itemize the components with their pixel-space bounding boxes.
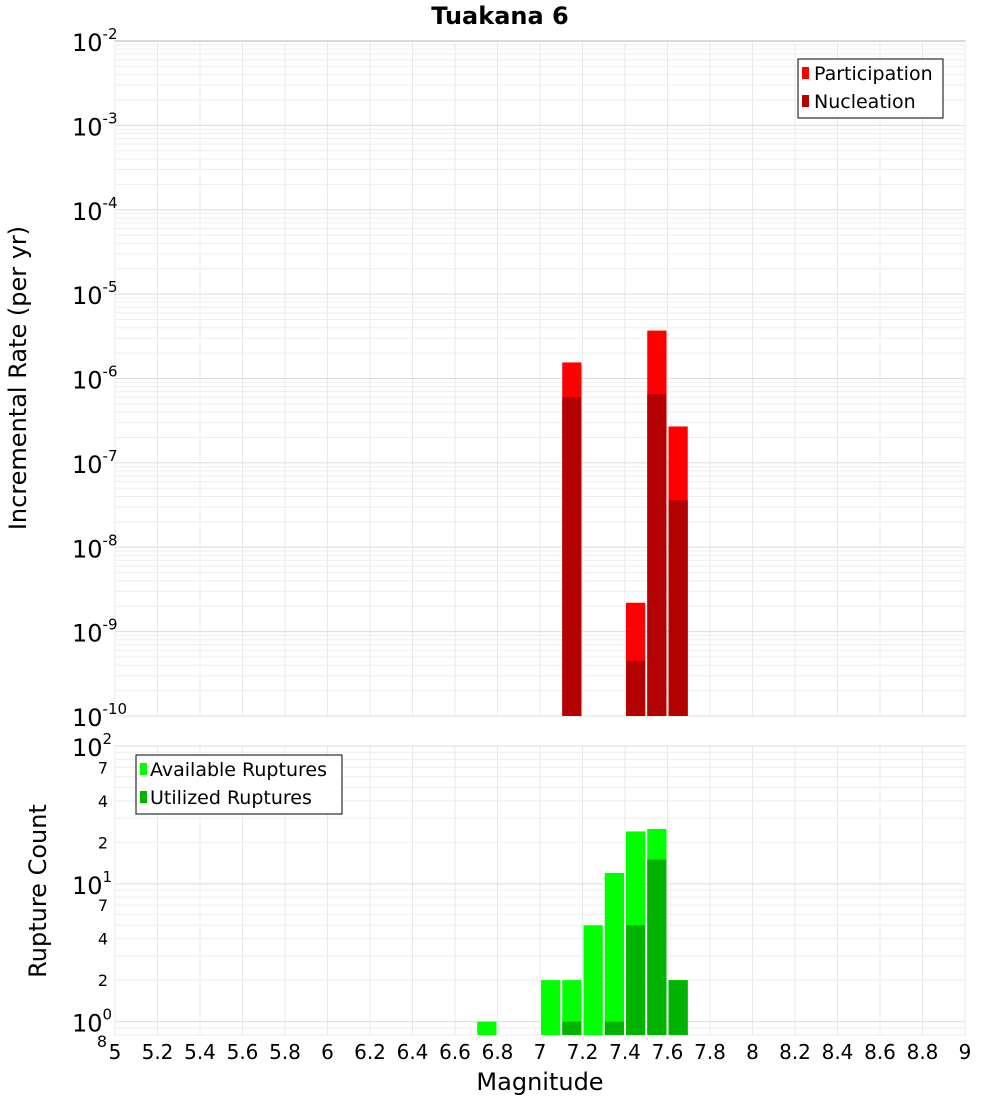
bottom-y-tick-exponent: 1	[103, 868, 113, 886]
x-tick-label: 7.6	[652, 1040, 684, 1064]
utilized-ruptures-bar	[604, 1021, 624, 1035]
bottom-legend: Available Ruptures Utilized Ruptures	[135, 754, 343, 815]
top-y-tick-label: 10-2	[72, 25, 118, 57]
utilized-ruptures-bar	[626, 925, 646, 1035]
x-tick-label: 5	[109, 1040, 122, 1064]
x-tick-label: 7.2	[567, 1040, 599, 1064]
x-tick-label: 8	[746, 1040, 759, 1064]
available-ruptures-bar	[583, 925, 603, 1035]
top-y-tick-label: 10-9	[72, 616, 118, 648]
x-tick-label: 5.8	[269, 1040, 301, 1064]
legend-label-participation: Participation	[814, 63, 933, 85]
x-tick-label: 8.6	[864, 1040, 896, 1064]
top-y-tick-label: 10-6	[72, 363, 118, 395]
bottom-y-axis-label: Rupture Count	[24, 804, 52, 978]
top-y-tick-exponent: -3	[103, 109, 118, 127]
legend-label-available: Available Ruptures	[150, 759, 327, 781]
top-y-axis-label: Incremental Rate (per yr)	[4, 226, 32, 530]
top-y-tick-exponent: -2	[103, 25, 118, 43]
utilized-ruptures-bar	[647, 859, 667, 1035]
bottom-y-minor-tick-label: 8	[97, 1032, 107, 1051]
top-legend-box	[797, 58, 944, 119]
top-grid	[114, 41, 966, 717]
top-y-tick-exponent: -4	[103, 194, 118, 212]
chart-title: Tuakana 6	[431, 2, 569, 30]
bottom-y-tick-exponent: 2	[103, 730, 113, 748]
top-bars	[562, 330, 688, 716]
x-tick-label: 7	[534, 1040, 547, 1064]
nucleation-bar	[647, 394, 667, 716]
x-tick-label: 8.8	[907, 1040, 939, 1064]
top-y-tick-exponent: -5	[103, 278, 118, 296]
x-ticks: 5 5.2 5.4 5.6 5.8 6 6.2 6.4 6.6 6.8 7 7.2 7.4 7.6 7.8 8…	[109, 1040, 972, 1064]
x-tick-label: 8.4	[822, 1040, 854, 1064]
top-y-tick-exponent: -6	[103, 363, 118, 381]
available-ruptures-bar	[477, 1021, 497, 1035]
x-tick-label: 8.2	[779, 1040, 811, 1064]
bottom-y-tick-exponent: 0	[103, 1006, 113, 1024]
utilized-ruptures-bar	[668, 980, 688, 1035]
x-axis-label: Magnitude	[476, 1068, 603, 1096]
bottom-y-tick-label: 101	[72, 868, 112, 900]
top-y-tick-label: 10-3	[72, 109, 118, 141]
top-y-tick-label: 10-7	[72, 447, 118, 479]
legend-swatch-utilized	[140, 791, 147, 803]
bottom-y-tick-label: 102	[72, 730, 112, 762]
bottom-y-minor-tick-label: 7	[98, 896, 108, 915]
legend-swatch-available	[140, 763, 147, 775]
x-tick-label: 7.8	[694, 1040, 726, 1064]
top-legend: Participation Nucleation	[797, 58, 944, 119]
x-tick-label: 9	[959, 1040, 972, 1064]
top-y-tick-exponent: -7	[103, 447, 118, 465]
x-tick-label: 6.6	[439, 1040, 471, 1064]
top-y-tick-exponent: -9	[103, 616, 118, 634]
legend-label-utilized: Utilized Ruptures	[150, 787, 312, 809]
bottom-legend-box	[135, 754, 343, 815]
nucleation-bar	[668, 500, 688, 716]
bottom-y-minor-tick-label: 4	[98, 792, 108, 811]
bottom-y-minor-tick-label: 4	[98, 930, 108, 949]
x-tick-label: 7.4	[609, 1040, 641, 1064]
top-y-tick-label: 10-8	[72, 531, 118, 563]
available-ruptures-bar	[604, 872, 624, 1035]
legend-swatch-participation	[802, 67, 809, 79]
x-tick-label: 6.8	[482, 1040, 514, 1064]
bottom-bars	[477, 828, 688, 1035]
top-y-ticks: 10-2 10-3 10-4 10-5 10-6 10-7 10-8 10-9 10-10	[72, 25, 127, 732]
utilized-ruptures-bar	[562, 1021, 582, 1035]
bottom-y-minor-tick-label: 7	[98, 758, 108, 777]
available-ruptures-bar	[541, 980, 561, 1035]
top-y-tick-label: 10-4	[72, 194, 118, 226]
bottom-y-minor-tick-label: 2	[98, 971, 108, 990]
legend-label-nucleation: Nucleation	[814, 91, 916, 113]
bottom-y-minor-tick-label: 2	[98, 833, 108, 852]
legend-swatch-nucleation	[802, 95, 809, 107]
available-ruptures-bar	[562, 980, 582, 1035]
x-tick-label: 5.6	[227, 1040, 259, 1064]
top-y-tick-label: 10-5	[72, 278, 118, 310]
nucleation-bar	[626, 660, 646, 716]
top-y-tick-label: 10-10	[72, 700, 127, 732]
top-y-tick-exponent: -10	[103, 700, 128, 718]
top-y-tick-exponent: -8	[103, 531, 118, 549]
top-panel: 10-2 10-3 10-4 10-5 10-6 10-7 10-8 10-9 10-10 In…	[4, 25, 966, 732]
nucleation-bar	[562, 397, 582, 716]
x-tick-label: 6.2	[354, 1040, 386, 1064]
x-tick-label: 5.4	[184, 1040, 216, 1064]
x-tick-label: 6.4	[397, 1040, 429, 1064]
x-tick-label: 6	[321, 1040, 334, 1064]
x-tick-label: 5.2	[142, 1040, 174, 1064]
